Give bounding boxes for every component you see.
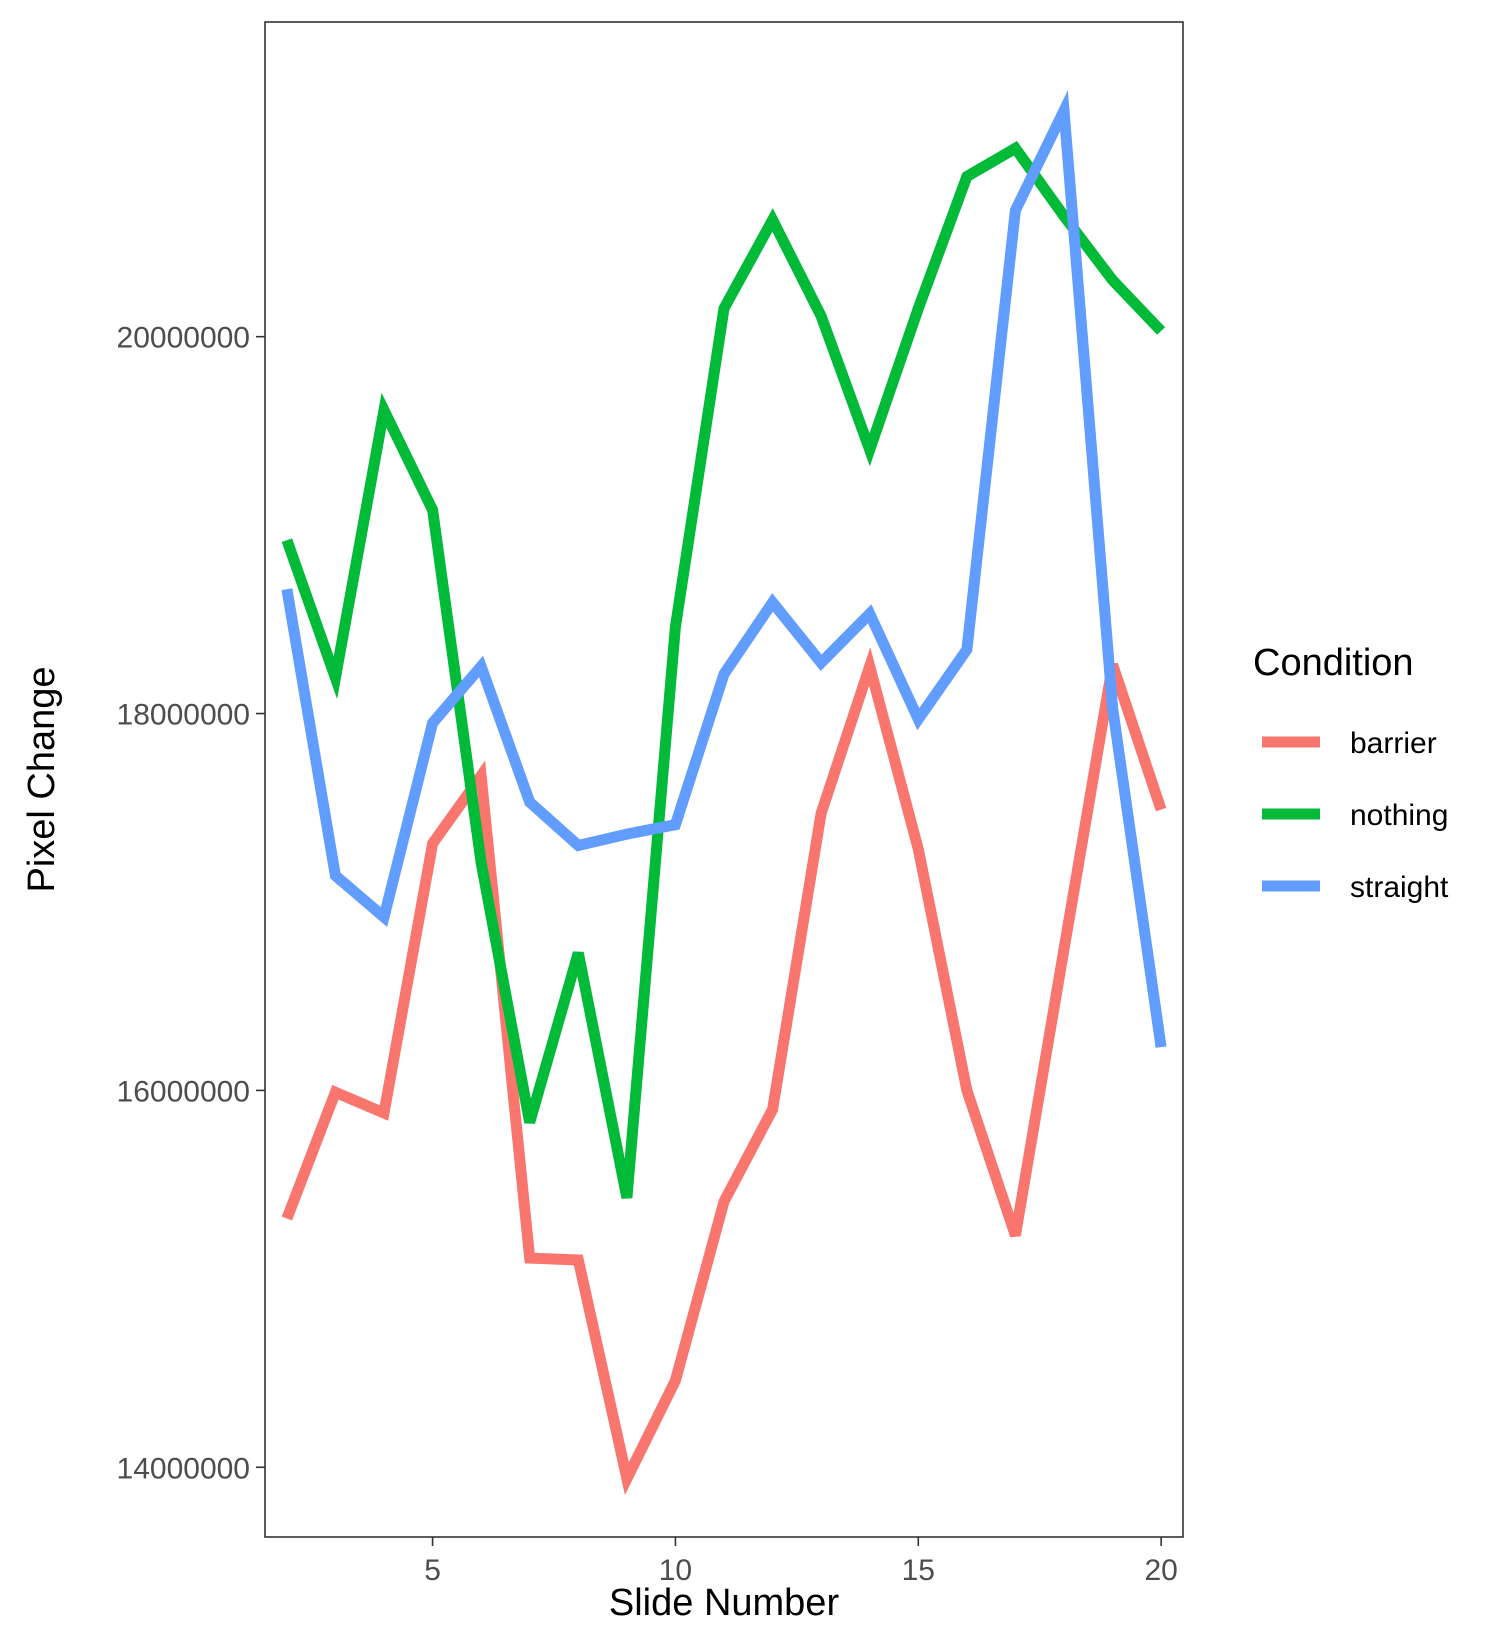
- x-tick-label: 15: [902, 1554, 935, 1587]
- legend-label-straight: straight: [1350, 871, 1449, 904]
- plot-panel-border: [264, 21, 1184, 1538]
- x-tick-label: 20: [1144, 1554, 1177, 1587]
- legend-label-nothing: nothing: [1350, 799, 1448, 832]
- series-line-nothing: [281, 141, 1166, 1199]
- y-tick-label: 16000000: [117, 1075, 250, 1108]
- legend-label-barrier: barrier: [1350, 727, 1437, 760]
- legend-title: Condition: [1253, 642, 1414, 684]
- legend-items: barrier nothing straight: [1262, 727, 1449, 904]
- series-line-barrier: [281, 647, 1167, 1496]
- y-tick-label: 20000000: [117, 322, 250, 355]
- x-axis: 5 10 15 20: [424, 1537, 1178, 1587]
- series-line-straight: [281, 90, 1167, 1048]
- series-lines: [281, 90, 1167, 1496]
- x-axis-title: Slide Number: [609, 1582, 840, 1624]
- y-axis-title: Pixel Change: [21, 666, 63, 892]
- y-axis: 14000000 16000000 18000000 20000000: [117, 322, 265, 1485]
- x-tick-label: 5: [424, 1554, 441, 1587]
- y-tick-label: 18000000: [117, 699, 250, 732]
- legend: Condition barrier nothing straight: [1253, 642, 1449, 904]
- x-tick-label: 10: [659, 1554, 692, 1587]
- y-tick-label: 14000000: [117, 1452, 250, 1485]
